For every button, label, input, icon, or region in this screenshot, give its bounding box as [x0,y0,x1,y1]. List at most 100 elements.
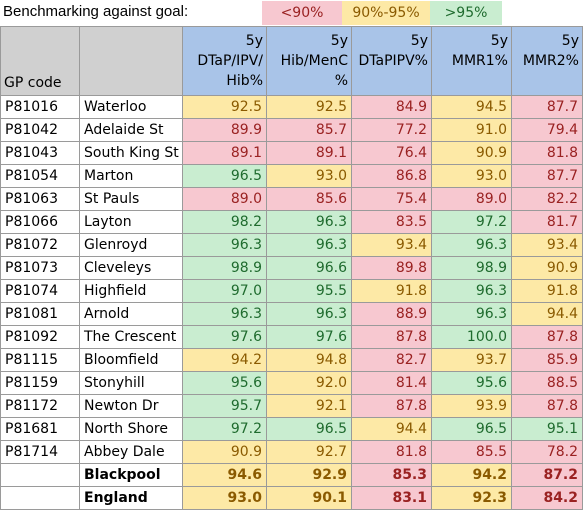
table-row: P81092 The Crescent 97.6 97.6 87.8 100.0 87.8 [0,325,583,349]
gp-code-cell: P81081 [0,302,80,326]
gp-code-cell [0,486,80,510]
value-cell: 83.5 [351,210,432,234]
value-cell: 95.5 [266,279,352,303]
value-cell: 85.6 [266,187,352,211]
summary-row: Blackpool 94.6 92.9 85.3 94.2 87.2 [0,463,583,487]
header-line3 [515,71,579,91]
practice-name-cell: Cleveleys [79,256,183,280]
practice-name-cell: The Crescent [79,325,183,349]
value-cell: 91.8 [351,279,432,303]
practice-name-cell: Highfield [79,279,183,303]
practice-name-cell: Bloomfield [79,348,183,372]
header-dtap-ipv-hib: 5y DTaP/IPV/Hib% [182,26,267,96]
value-cell: 93.4 [351,233,432,257]
value-cell: 82.2 [511,187,583,211]
value-cell: 96.5 [266,417,352,441]
gp-code-cell: P81074 [0,279,80,303]
value-cell: 94.5 [431,95,512,119]
practice-name-cell: North Shore [79,417,183,441]
value-cell: 93.0 [182,486,267,510]
value-cell: 97.2 [431,210,512,234]
value-cell: 94.2 [182,348,267,372]
value-cell: 94.6 [182,463,267,487]
table-row: P81681 North Shore 97.2 96.5 94.4 96.5 95.1 [0,417,583,441]
legend-yellow: 90%-95% [342,1,430,25]
table-row: P81159 Stonyhill 95.6 92.0 81.4 95.6 88.5 [0,371,583,395]
value-cell: 96.5 [431,417,512,441]
value-cell: 81.8 [511,141,583,165]
practice-name-cell: St Pauls [79,187,183,211]
value-cell: 87.8 [351,325,432,349]
practice-name-cell: South King St [79,141,183,165]
value-cell: 82.7 [351,348,432,372]
table-row: P81042 Adelaide St 89.9 85.7 77.2 91.0 79.4 [0,118,583,142]
value-cell: 89.8 [351,256,432,280]
value-cell: 88.5 [511,371,583,395]
gp-code-cell: P81115 [0,348,80,372]
value-cell: 90.9 [431,141,512,165]
value-cell: 94.2 [431,463,512,487]
header-line1: 5y [245,33,263,49]
value-cell: 84.9 [351,95,432,119]
legend: Benchmarking against goal: <90% 90%-95% … [0,0,583,26]
value-cell: 85.3 [351,463,432,487]
vaccination-table: GP code 5y DTaP/IPV/Hib% 5y Hib/MenC% 5y DT… [0,26,583,510]
practice-name-cell: Arnold [79,302,183,326]
value-cell: 96.3 [182,233,267,257]
value-cell: 81.8 [351,440,432,464]
practice-name-cell: Waterloo [79,95,183,119]
value-cell: 75.4 [351,187,432,211]
value-cell: 97.6 [266,325,352,349]
value-cell: 89.0 [431,187,512,211]
value-cell: 94.8 [266,348,352,372]
value-cell: 81.4 [351,371,432,395]
value-cell: 95.1 [511,417,583,441]
value-cell: 89.0 [182,187,267,211]
value-cell: 95.6 [182,371,267,395]
header-practice-name [79,26,183,96]
header-line2: Hib/MenC [280,53,348,69]
practice-name-cell: England [79,486,183,510]
practice-name-cell: Stonyhill [79,371,183,395]
gp-code-cell [0,463,80,487]
legend-red: <90% [262,1,342,25]
value-cell: 96.5 [182,164,267,188]
gp-code-cell: P81016 [0,95,80,119]
header-line2: DTaPIPV% [358,53,429,69]
table-row: P81073 Cleveleys 98.9 96.6 89.8 98.9 90.9 [0,256,583,280]
header-line3: Hib% [226,73,263,89]
value-cell: 81.7 [511,210,583,234]
value-cell: 96.6 [266,256,352,280]
value-cell: 87.7 [511,95,583,119]
table-body: P81016 Waterloo 92.5 92.5 84.9 94.5 87.7 P81042… [0,95,583,510]
value-cell: 89.1 [182,141,267,165]
practice-name-cell: Blackpool [79,463,183,487]
value-cell: 87.8 [511,325,583,349]
value-cell: 84.2 [511,486,583,510]
value-cell: 93.9 [431,394,512,418]
practice-name-cell: Newton Dr [79,394,183,418]
value-cell: 92.3 [431,486,512,510]
header-line1: 5y [490,33,508,49]
header-line3: % [334,73,348,89]
value-cell: 96.3 [266,233,352,257]
value-cell: 87.8 [511,394,583,418]
value-cell: 86.8 [351,164,432,188]
value-cell: 91.8 [511,279,583,303]
value-cell: 92.9 [266,463,352,487]
gp-code-cell: P81681 [0,417,80,441]
practice-name-cell: Marton [79,164,183,188]
value-cell: 77.2 [351,118,432,142]
value-cell: 94.4 [351,417,432,441]
gp-code-cell: P81073 [0,256,80,280]
value-cell: 92.1 [266,394,352,418]
gp-code-cell: P81042 [0,118,80,142]
table-row: P81115 Bloomfield 94.2 94.8 82.7 93.7 85.9 [0,348,583,372]
value-cell: 87.7 [511,164,583,188]
value-cell: 83.1 [351,486,432,510]
gp-code-cell: P81054 [0,164,80,188]
legend-green: >95% [430,1,502,25]
table-row: P81063 St Pauls 89.0 85.6 75.4 89.0 82.2 [0,187,583,211]
value-cell: 85.7 [266,118,352,142]
